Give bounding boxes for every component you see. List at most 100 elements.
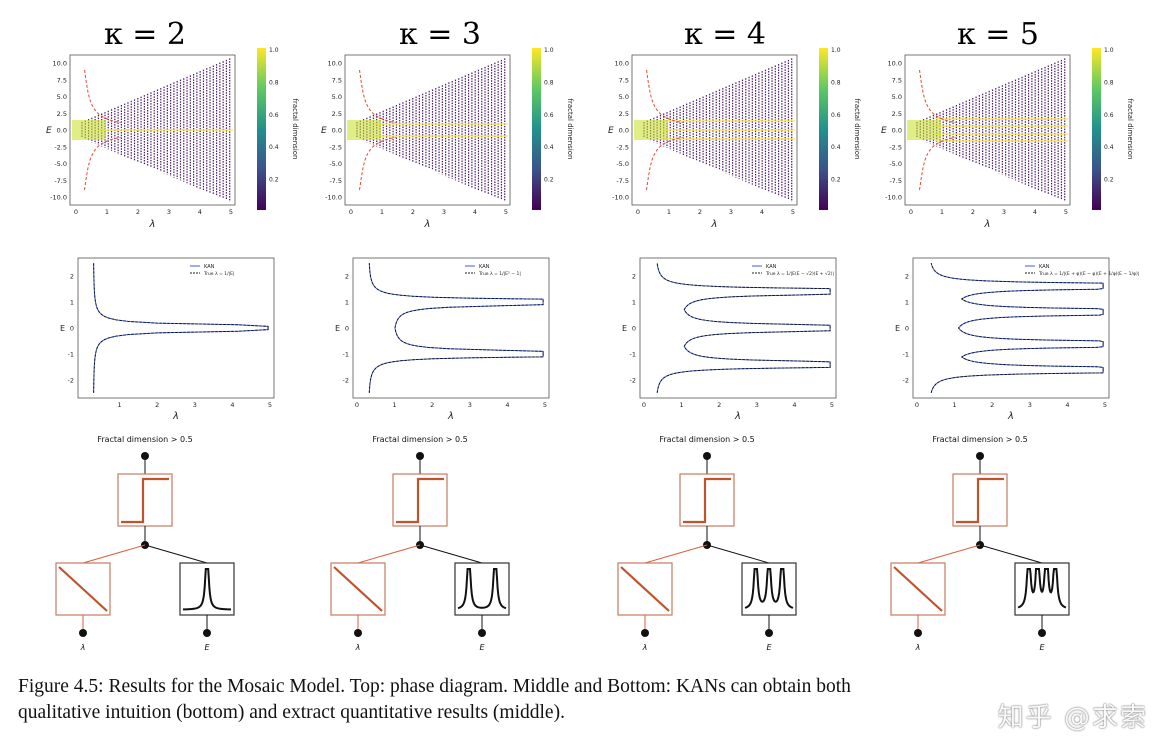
e-input-label: E (204, 643, 210, 652)
y-tick-label: -7.5 (616, 177, 629, 185)
y-tick-label: 10.0 (328, 60, 342, 68)
x-tick-label: 4 (792, 401, 796, 409)
x-tick-label: 2 (990, 401, 994, 409)
colorbar-label: fractal dimension (291, 99, 299, 160)
y-tick-label: 0 (632, 325, 636, 333)
x-tick-label: 1 (953, 401, 957, 409)
x-axis-label: λ (711, 219, 718, 230)
kan-network-diagram: Fractal dimension > 0.5 λ E (890, 435, 1070, 652)
y-tick-label: -2 (68, 376, 74, 384)
x-tick-label: 3 (755, 401, 759, 409)
x-tick-label: 1 (393, 401, 397, 409)
lambda-input-node (641, 629, 649, 637)
e-input-node (203, 629, 211, 637)
x-axis-label: λ (447, 411, 454, 422)
peak-activation-box (1014, 562, 1070, 616)
x-tick-label: 0 (349, 208, 353, 216)
colorbar-tick-label: 0.2 (544, 177, 554, 184)
x-axis-label: λ (1007, 411, 1014, 422)
y-tick-label: 0 (345, 325, 349, 333)
x-tick-label: 2 (155, 401, 159, 409)
x-tick-label: 4 (473, 208, 477, 216)
colorbar-tick-label: 0.8 (831, 79, 841, 86)
x-tick-label: 3 (468, 401, 472, 409)
peak-function-curve (744, 568, 794, 609)
kappa-title: κ = 2 (104, 17, 186, 52)
colorbar-tick-label: 0.6 (544, 112, 554, 119)
x-tick-label: 3 (193, 401, 197, 409)
x-axis-label: λ (984, 219, 991, 230)
x-tick-label: 2 (698, 208, 702, 216)
step-function-curve (121, 477, 169, 524)
panel-column-2: κ = 310.07.55.02.50.0-2.5-5.0-7.5-10.00 1… (321, 17, 574, 652)
true-curve (656, 364, 831, 393)
phase-diagram: 10.0 7.5 5.0 2.5 0.0 -2.5 -5.0 -7.5 -10.0 0 1 2 3 4 5 E… (321, 47, 574, 230)
y-tick-label: 1 (345, 299, 349, 307)
colorbar-tick-label: 0.4 (544, 144, 554, 151)
linear-function-curve (620, 566, 670, 612)
network-output-title: Fractal dimension > 0.5 (372, 435, 467, 444)
lambda-input-label: λ (80, 643, 86, 652)
lambda-input-label: λ (915, 643, 921, 652)
y-tick-label: -5.0 (329, 160, 342, 168)
x-tick-label: 1 (380, 208, 384, 216)
x-tick-label: 4 (230, 401, 234, 409)
output-node (976, 452, 984, 460)
edge-lambda (82, 544, 146, 564)
colorbar-label: fractal dimension (853, 99, 861, 160)
y-tick-label: -10.0 (612, 194, 629, 202)
x-tick-label: 3 (1028, 401, 1032, 409)
x-tick-label: 5 (268, 401, 272, 409)
peak-function-curve (1017, 568, 1067, 609)
fit-plot-frame (352, 257, 550, 399)
true-curve (960, 344, 1104, 370)
true-curve (930, 263, 1104, 286)
x-tick-label: 1 (105, 208, 109, 216)
figure-caption: Figure 4.5: Results for the Mosaic Model… (18, 674, 1148, 726)
x-axis-label: λ (149, 219, 156, 230)
step-function-curve (956, 477, 1004, 524)
e-input-label: E (766, 643, 772, 652)
x-tick-label: 4 (1065, 401, 1069, 409)
panel-column-4: κ = 510.07.55.02.50.0-2.5-5.0-7.5-10.00 1… (881, 17, 1139, 652)
true-curve (394, 302, 544, 354)
y-tick-label: 2.5 (892, 110, 902, 118)
x-tick-label: 5 (1064, 208, 1068, 216)
phase-diagram: 10.0 7.5 5.0 2.5 0.0 -2.5 -5.0 -7.5 -10.0 0 1 2 3 4 5 E… (46, 47, 299, 230)
kappa-title: κ = 3 (399, 17, 481, 52)
output-node (703, 452, 711, 460)
caption-line-2: qualitative intuition (bottom) and extra… (18, 702, 565, 723)
y-tick-label: 0 (905, 325, 909, 333)
boundary-curve-lower (84, 136, 121, 191)
x-axis-label: λ (172, 411, 179, 422)
colorbar-tick-label: 0.4 (1104, 144, 1114, 151)
colorbar-tick-label: 0.2 (831, 177, 841, 184)
peak-activation-box (741, 562, 797, 616)
y-tick-label: 5.0 (619, 93, 629, 101)
fit-plot-frame (639, 257, 837, 399)
step-activation-box (679, 473, 735, 527)
x-tick-label: 0 (909, 208, 913, 216)
y-tick-label: -2 (903, 376, 909, 384)
lambda-input-node (354, 629, 362, 637)
step-activation-box (952, 473, 1008, 527)
caption-line-1: Figure 4.5: Results for the Mosaic Model… (18, 676, 851, 697)
y-tick-label: 2 (905, 273, 909, 281)
colorbar-tick-label: 0.8 (1104, 79, 1114, 86)
x-tick-label: 1 (940, 208, 944, 216)
colorbar-tick-label: 0.2 (269, 177, 279, 184)
linear-function-curve (333, 566, 383, 612)
network-output-title: Fractal dimension > 0.5 (932, 435, 1027, 444)
e-input-node (478, 629, 486, 637)
y-tick-label: -2 (630, 376, 636, 384)
boundary-curve-upper (359, 69, 396, 124)
colorbar-tick-label: 0.8 (269, 79, 279, 86)
y-tick-label: 1 (905, 299, 909, 307)
y-tick-label: 2 (632, 273, 636, 281)
step-activation-box (117, 473, 173, 527)
edge-lambda (644, 544, 708, 564)
